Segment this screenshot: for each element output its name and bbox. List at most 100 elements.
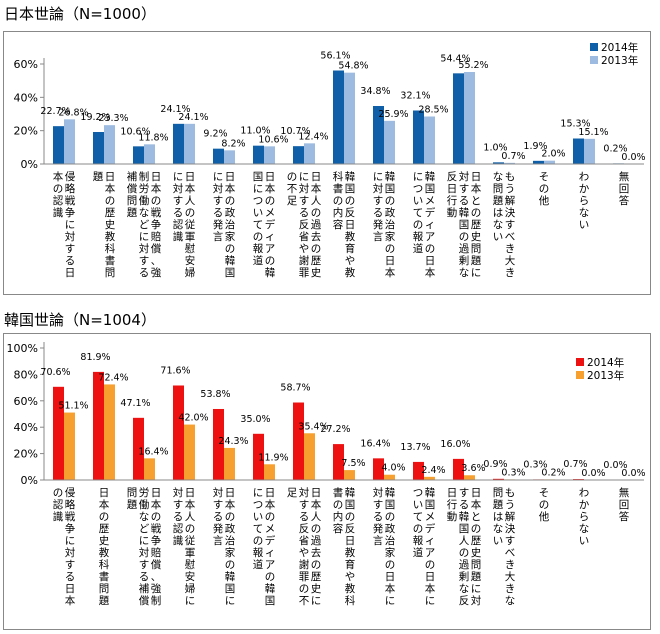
category-label: 日本人の従軍慰安婦に対する認識 <box>173 486 196 607</box>
data-label: 1.9% <box>523 141 547 152</box>
data-label: 35.4% <box>298 421 328 432</box>
bar-2014 <box>93 371 104 480</box>
legend-label: 2013年 <box>601 54 638 67</box>
bar-2014 <box>333 70 344 164</box>
data-label: 10.6% <box>120 126 150 137</box>
data-label: 0.7% <box>501 151 525 162</box>
category-label: 日本の歴史教科書問題 <box>93 171 116 279</box>
data-label: 7.5% <box>341 458 365 469</box>
category-label: 日本人の従軍慰安婦に対する認識 <box>173 171 196 279</box>
data-label: 4.0% <box>381 463 405 474</box>
data-label: 11.8% <box>138 132 168 143</box>
y-tick-label: 100% <box>7 342 38 355</box>
bar-2013 <box>224 447 235 480</box>
bar-2014 <box>213 408 224 480</box>
bar-2014 <box>413 110 424 164</box>
category-label: 日本人の過去の歴史に対する反省や謝罪の不足 <box>287 171 322 279</box>
bar-2013 <box>344 470 355 480</box>
legend-swatch-2013 <box>590 56 598 64</box>
japan-chart-title: 日本世論（N=1000） <box>4 5 156 23</box>
bar-2013 <box>544 160 555 164</box>
data-label: 0.0% <box>581 468 605 479</box>
bar-2013 <box>384 474 395 480</box>
bar-2013 <box>144 144 155 164</box>
y-tick-label: 40% <box>14 91 38 104</box>
bar-2014 <box>213 148 224 164</box>
data-label: 9.2% <box>203 129 227 140</box>
data-label: 1.0% <box>483 142 507 153</box>
data-label: 35.0% <box>240 414 270 425</box>
category-label: 韓国の政治家の日本に対する発言 <box>373 486 396 607</box>
bar-2014 <box>373 458 384 480</box>
data-label: 19.2% <box>80 112 110 123</box>
data-label: 23.3% <box>98 113 128 124</box>
bar-2013 <box>384 120 395 164</box>
data-label: 24.1% <box>160 104 190 115</box>
category-label: 韓国の反日教育や教科書の内容 <box>333 170 356 279</box>
data-label: 24.1% <box>178 112 208 123</box>
category-label: 日本との歴史問題に対する韓国の過剰な反日行動 <box>447 170 482 279</box>
data-label: 26.8% <box>58 107 88 118</box>
data-label: 0.9% <box>483 459 507 470</box>
data-label: 3.6% <box>461 463 485 474</box>
category-label: 韓国の反日教育や教科書の内容 <box>333 486 356 607</box>
category-label: 韓国の政治家の日本に対する発言 <box>373 171 396 279</box>
legend-swatch-2014 <box>590 43 598 51</box>
category-label: その他 <box>539 171 550 207</box>
korea-chart-title: 韓国世論（N=1004） <box>4 311 156 329</box>
data-label: 32.1% <box>400 91 430 102</box>
bar-2013 <box>104 125 115 164</box>
category-label: 日本の戦争賠償、強制労働などに対する補償問題 <box>127 170 162 279</box>
y-tick-label: 20% <box>14 448 38 461</box>
category-label: 日本との歴史問題に対する韓国人の過剰な反日行動 <box>447 487 482 607</box>
data-label: 34.8% <box>360 86 390 97</box>
category-label: 日本のメディアの韓国についての報道 <box>253 487 276 607</box>
data-label: 0.3% <box>523 460 547 471</box>
bar-2013 <box>464 475 475 480</box>
category-label: 無回答 <box>619 170 630 207</box>
y-tick-label: 60% <box>14 395 38 408</box>
data-label: 13.7% <box>400 442 430 453</box>
bar-2013 <box>464 72 475 164</box>
bar-2014 <box>333 444 344 480</box>
bar-2014 <box>253 145 264 164</box>
bar-2013 <box>264 146 275 164</box>
japan-chart-frame: 0% 20% 40% 60% 22.7% 26.8% 侵略戦争に対する日本の認識 19.2% 2… <box>3 31 651 295</box>
data-label: 0.0% <box>621 468 645 479</box>
bar-2013 <box>64 412 75 480</box>
y-tick-label: 20% <box>14 125 38 138</box>
data-label: 11.9% <box>258 452 288 463</box>
y-tick-label: 0% <box>21 474 38 487</box>
japan-opinion-chart: 0%20%40%60%22.7%26.8%侵略戦争に対する日本の認識19.2%2… <box>14 41 646 279</box>
category-label: 日本の戦争賠償、強制労働などに対する補償問題 <box>127 486 162 607</box>
data-label: 25.9% <box>378 109 408 120</box>
data-label: 54.4% <box>440 53 470 64</box>
data-label: 10.7% <box>280 126 310 137</box>
data-label: 2.0% <box>541 149 565 160</box>
bar-2013 <box>344 72 355 164</box>
data-label: 42.0% <box>178 413 208 424</box>
y-tick-label: 80% <box>14 368 38 381</box>
bar-2013 <box>184 424 195 480</box>
data-label: 10.6% <box>258 134 288 145</box>
legend-swatch-2013 <box>576 371 584 379</box>
bar-2013 <box>224 150 235 164</box>
data-label: 24.3% <box>218 436 248 447</box>
category-label: 日本の政治家の韓国に対する発言 <box>213 171 236 279</box>
bar-2014 <box>453 73 464 164</box>
data-label: 0.3% <box>501 468 525 479</box>
bar-2013 <box>304 433 315 480</box>
bar-2014 <box>493 162 504 164</box>
data-label: 81.9% <box>80 352 110 363</box>
category-label: 韓国メディアの日本についての報道 <box>413 487 436 607</box>
data-label: 51.1% <box>58 401 88 412</box>
bar-2013 <box>264 464 275 480</box>
data-label: 0.2% <box>541 468 565 479</box>
category-label: 侵略戦争に対する日本の認識 <box>53 170 76 279</box>
bar-2013 <box>64 119 75 164</box>
bar-2014 <box>493 478 504 480</box>
bar-2014 <box>533 160 544 164</box>
korea-opinion-chart: 0% 20% 40% 60% 80% 100% 70.6% 51.1% 侵略戦争に対する日本の認… <box>7 342 646 607</box>
bar-2013 <box>584 138 595 164</box>
category-label: 侵略戦争に対する日本の認識 <box>53 487 76 607</box>
